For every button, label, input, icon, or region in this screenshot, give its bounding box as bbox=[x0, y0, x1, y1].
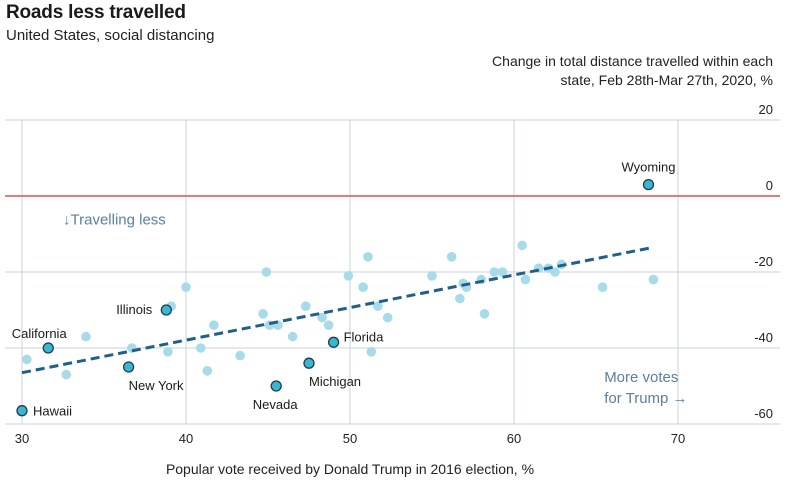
data-point bbox=[343, 271, 354, 281]
point-label: Wyoming bbox=[621, 160, 675, 175]
x-tick-label: 30 bbox=[15, 431, 29, 446]
x-tick-labels: 30 40 50 60 70 bbox=[15, 431, 685, 446]
point-label: Hawaii bbox=[33, 404, 72, 419]
y-axis-label: Change in total distance travelled withi… bbox=[492, 53, 773, 88]
data-point bbox=[287, 331, 298, 342]
x-axis-label: Popular vote received by Donald Trump in… bbox=[165, 461, 535, 477]
data-point bbox=[489, 267, 500, 277]
data-point bbox=[382, 312, 393, 323]
data-point bbox=[648, 274, 659, 285]
highlighted-points: Wyoming California Illinois New York Florida… bbox=[12, 160, 676, 419]
y-tick-label: -20 bbox=[754, 254, 773, 269]
data-point bbox=[597, 282, 608, 293]
y-tick-label: 20 bbox=[759, 102, 773, 117]
data-point bbox=[235, 350, 245, 361]
highlight-point bbox=[42, 342, 54, 354]
data-point bbox=[446, 251, 457, 262]
data-point bbox=[366, 347, 377, 357]
data-point bbox=[497, 267, 508, 277]
data-point bbox=[61, 369, 72, 380]
data-point bbox=[261, 267, 272, 277]
y-tick-label: 0 bbox=[766, 178, 773, 193]
y-tick-label: -40 bbox=[754, 330, 773, 345]
annotation-text: More votes bbox=[604, 369, 678, 386]
highlight-point bbox=[16, 405, 28, 417]
point-label: Illinois bbox=[116, 302, 153, 317]
point-label: Nevada bbox=[253, 397, 299, 412]
highlight-point bbox=[327, 336, 340, 348]
x-tick-label: 40 bbox=[179, 431, 193, 446]
data-point bbox=[358, 282, 368, 293]
data-point bbox=[550, 267, 560, 277]
highlight-point bbox=[270, 380, 282, 392]
trend-line bbox=[21, 245, 654, 375]
data-point bbox=[258, 309, 268, 319]
highlight-point bbox=[303, 357, 315, 369]
data-point bbox=[202, 366, 213, 376]
data-point bbox=[479, 309, 490, 319]
data-point bbox=[517, 240, 527, 251]
annotation-text: for Trump → bbox=[604, 390, 687, 407]
data-point bbox=[363, 251, 373, 262]
x-tick-label: 60 bbox=[507, 431, 521, 446]
data-point bbox=[427, 271, 437, 281]
data-point bbox=[81, 331, 91, 342]
highlight-point bbox=[642, 178, 655, 191]
trend-line-group bbox=[21, 245, 654, 375]
y-tick-label: -60 bbox=[754, 406, 773, 421]
point-label: Michigan bbox=[309, 374, 361, 389]
data-point bbox=[181, 282, 191, 293]
x-tick-label: 50 bbox=[343, 431, 357, 446]
x-tick-label: 70 bbox=[671, 431, 685, 446]
data-point bbox=[195, 343, 206, 353]
data-point bbox=[520, 274, 531, 285]
chart-title: Roads less travelled bbox=[6, 2, 186, 23]
y-tick-labels: 20 0 -20 -40 -60 bbox=[754, 102, 773, 421]
data-point bbox=[163, 347, 173, 357]
data-point bbox=[22, 354, 32, 365]
grid-lines bbox=[5, 119, 780, 425]
highlight-point bbox=[160, 304, 172, 316]
data-point bbox=[209, 320, 219, 331]
data-point bbox=[317, 312, 327, 323]
annotation-text: ↓Travelling less bbox=[63, 212, 166, 229]
chart-subtitle: United States, social distancing bbox=[6, 27, 215, 44]
point-label: Florida bbox=[344, 329, 385, 344]
data-point bbox=[300, 301, 311, 312]
data-point bbox=[455, 293, 465, 304]
data-point bbox=[373, 301, 383, 312]
point-label: New York bbox=[129, 378, 184, 393]
annotations: ↓Travelling less More votes for Trump → bbox=[63, 212, 688, 408]
highlight-point bbox=[122, 361, 135, 373]
data-point bbox=[323, 320, 334, 331]
point-label: California bbox=[12, 326, 68, 341]
